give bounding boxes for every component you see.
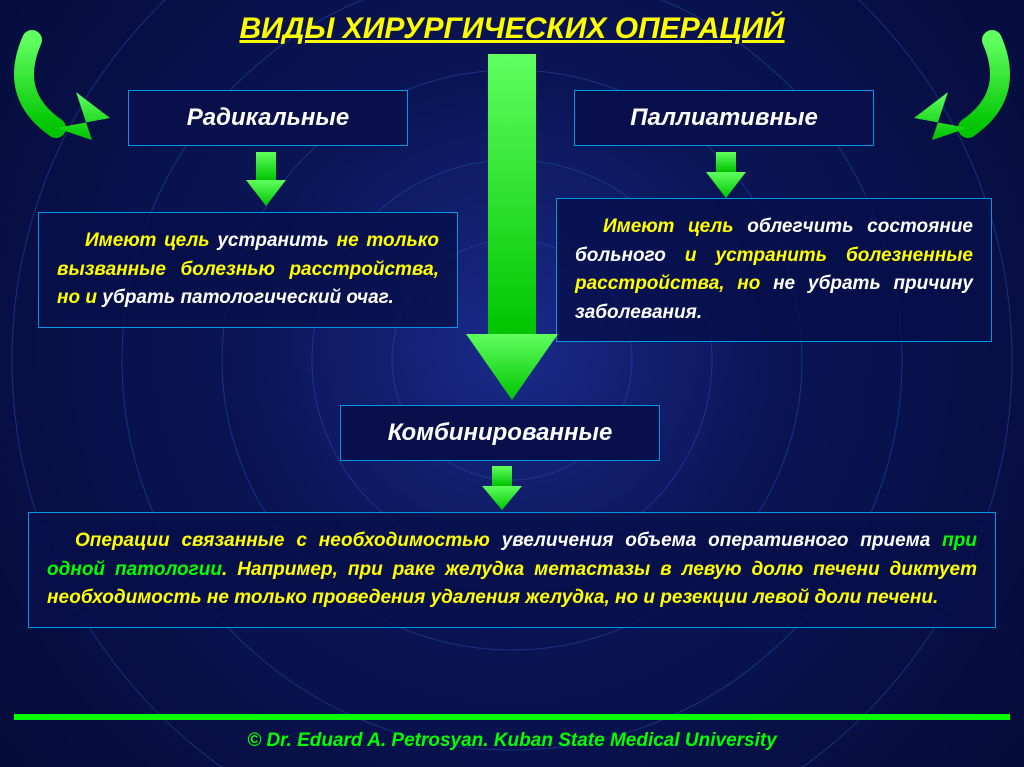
arrow-center-big: [466, 54, 558, 400]
arrow-radical-down: [246, 152, 286, 206]
diagram-content: ВИДЫ ХИРУРГИЧЕСКИХ ОПЕРАЦИЙ Радикальные …: [0, 0, 1024, 767]
arrow-curve-left: [24, 40, 110, 140]
arrow-curve-right: [914, 40, 1000, 140]
arrows: [0, 0, 1024, 767]
arrow-combined-down: [482, 466, 522, 510]
arrow-palliative-down: [706, 152, 746, 198]
